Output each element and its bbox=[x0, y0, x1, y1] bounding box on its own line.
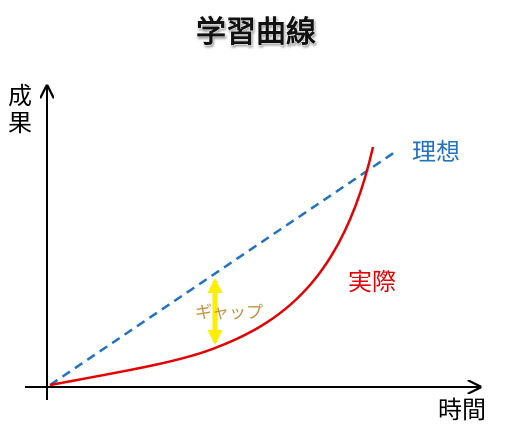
gap-label: ギャップ bbox=[195, 303, 263, 323]
y-axis-label: 成果 bbox=[8, 82, 32, 137]
y-axis-label-part: 成 bbox=[8, 82, 32, 110]
x-axis-label: 時間 bbox=[438, 396, 486, 424]
ideal-label: 理想 bbox=[412, 138, 460, 166]
ideal-line bbox=[49, 148, 399, 387]
y-axis-label-part: 果 bbox=[8, 109, 32, 137]
actual-label: 実際 bbox=[348, 268, 396, 296]
actual-curve bbox=[49, 146, 375, 387]
title: 学習曲線 bbox=[196, 15, 316, 50]
